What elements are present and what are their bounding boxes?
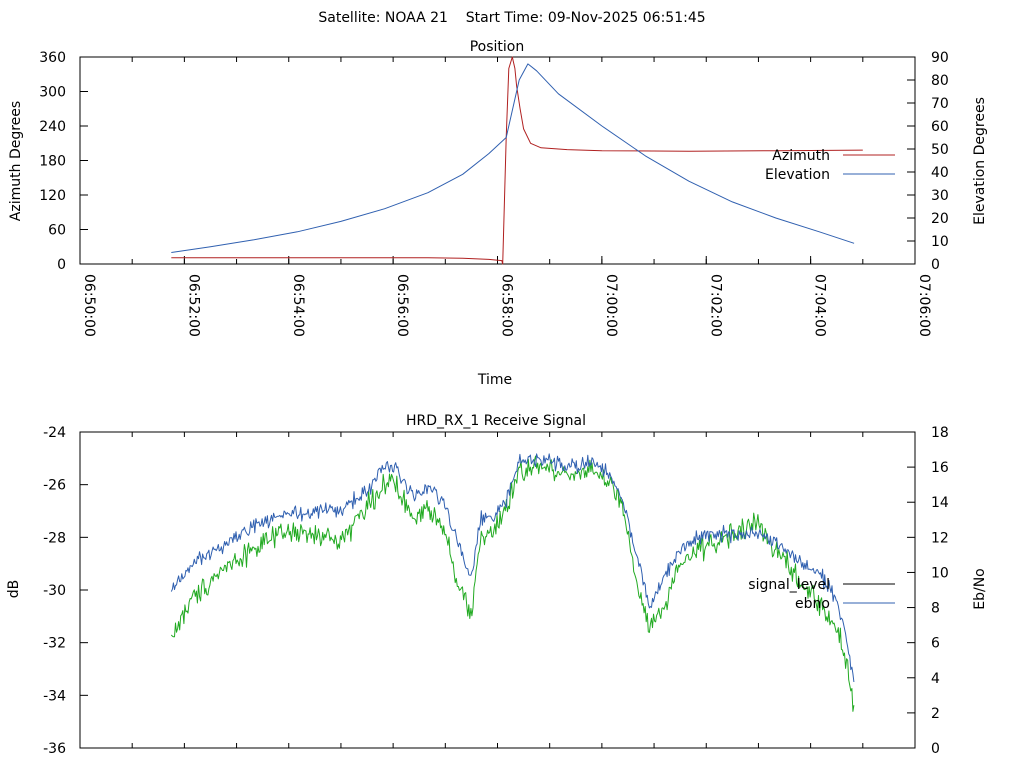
receive-signal-chart-title: HRD_RX_1 Receive Signal xyxy=(406,413,586,429)
y2-tick-label: 50 xyxy=(931,142,949,158)
y2-tick-label: 70 xyxy=(931,96,949,112)
y2-tick-label: 10 xyxy=(931,234,949,250)
y2-tick-label: 16 xyxy=(931,460,949,476)
position-chart-title: Position xyxy=(470,39,525,55)
y-tick-label: -24 xyxy=(43,425,66,441)
position-chart: Position Time Azimuth Degrees Elevation … xyxy=(8,39,988,388)
start-time-label: Start Time: 09-Nov-2025 06:51:45 xyxy=(466,10,706,26)
figure-header: Satellite: NOAA 21 Start Time: 09-Nov-20… xyxy=(318,10,705,26)
y2-tick-label: 80 xyxy=(931,73,949,89)
y2-tick-label: 18 xyxy=(931,425,949,441)
x-tick-label: 07:00:00 xyxy=(603,274,619,337)
satellite-label: Satellite: NOAA 21 xyxy=(318,10,448,26)
position-x-axis-label: Time xyxy=(477,372,512,388)
y-tick-label: 240 xyxy=(39,119,66,135)
y-tick-label: 60 xyxy=(48,223,66,239)
series-signal-level-line xyxy=(170,455,855,712)
legend-label: ebno xyxy=(795,596,830,612)
y-tick-label: -36 xyxy=(43,741,66,757)
y-tick-label: -26 xyxy=(43,478,66,494)
y2-tick-label: 2 xyxy=(931,706,940,722)
y-tick-label: 300 xyxy=(39,85,66,101)
azimuth-axis-label: Azimuth Degrees xyxy=(8,101,24,221)
ebno-axis-label: Eb/No xyxy=(972,568,988,610)
x-tick-label: 07:04:00 xyxy=(812,274,828,337)
x-tick-label: 07:06:00 xyxy=(916,274,932,337)
y2-tick-label: 12 xyxy=(931,530,949,546)
y2-tick-label: 60 xyxy=(931,119,949,135)
y-tick-label: -28 xyxy=(43,530,66,546)
legend-label: Elevation xyxy=(765,167,830,183)
y2-tick-label: 14 xyxy=(931,495,949,511)
y2-tick-label: 8 xyxy=(931,601,940,617)
y2-tick-label: 30 xyxy=(931,188,949,204)
x-tick-label: 06:56:00 xyxy=(394,274,410,337)
elevation-axis-label: Elevation Degrees xyxy=(972,97,988,225)
y2-tick-label: 10 xyxy=(931,565,949,581)
series-azimuth-line xyxy=(171,56,863,265)
y2-tick-label: 6 xyxy=(931,636,940,652)
y-tick-label: 180 xyxy=(39,154,66,170)
x-tick-label: 07:02:00 xyxy=(707,274,723,337)
y-tick-label: 360 xyxy=(39,50,66,66)
x-tick-label: 06:52:00 xyxy=(185,274,201,337)
series-elevation-line xyxy=(171,63,855,253)
y2-tick-label: 20 xyxy=(931,211,949,227)
y2-tick-label: 40 xyxy=(931,165,949,181)
x-tick-label: 06:50:00 xyxy=(81,274,97,337)
y2-tick-label: 90 xyxy=(931,50,949,66)
y-tick-label: -32 xyxy=(43,636,66,652)
y2-tick-label: 0 xyxy=(931,257,940,273)
legend-label: signal_level xyxy=(748,577,830,593)
y-tick-label: 0 xyxy=(57,257,66,273)
y2-tick-label: 4 xyxy=(931,671,940,687)
x-tick-label: 06:54:00 xyxy=(290,274,306,337)
series-ebno-line xyxy=(170,453,855,683)
y-tick-label: 120 xyxy=(39,188,66,204)
db-axis-label: dB xyxy=(6,580,22,599)
y2-tick-label: 0 xyxy=(931,741,940,757)
y-tick-label: -34 xyxy=(43,688,66,704)
y-tick-label: -30 xyxy=(43,583,66,599)
x-tick-label: 06:58:00 xyxy=(499,274,515,337)
legend-label: Azimuth xyxy=(772,148,830,164)
receive-signal-chart: HRD_RX_1 Receive Signal dB Eb/No -36 -34 -… xyxy=(6,413,988,757)
